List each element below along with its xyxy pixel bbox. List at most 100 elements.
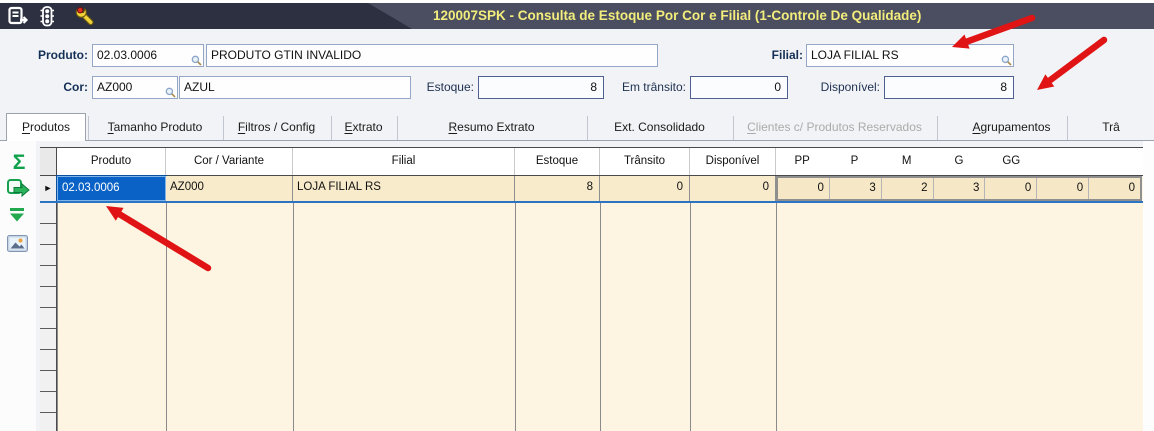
tab-filtros-config[interactable]: Filtros / Config: [223, 116, 329, 140]
filial-field[interactable]: LOJA FILIAL RS: [806, 44, 1014, 67]
column-header-tr-nsito[interactable]: Trânsito: [600, 148, 690, 175]
produto-code-field[interactable]: 02.03.0006: [92, 44, 204, 67]
row-cell-tr-nsito[interactable]: 0: [600, 176, 690, 201]
gutter-cell: [40, 350, 57, 371]
disponivel-label: Disponível:: [820, 80, 880, 94]
size-cell-m[interactable]: 2: [881, 178, 934, 199]
grid-gutter-header: [40, 148, 57, 175]
cor-lookup-icon[interactable]: [165, 87, 176, 98]
column-header-estoque[interactable]: Estoque: [515, 148, 600, 175]
size-cell-extra-6[interactable]: 0: [1089, 178, 1141, 199]
selected-row-rule: [40, 201, 1143, 203]
filial-value: LOJA FILIAL RS: [811, 48, 899, 62]
stock-grid: Produto Cor / Variante Filial Estoque Trânsi…: [40, 147, 1143, 431]
disponivel-field: 8: [884, 76, 1014, 99]
produto-name-field[interactable]: PRODUTO GTIN INVALIDO: [206, 44, 658, 67]
tab-tr-[interactable]: Trâ: [1067, 116, 1154, 140]
window-title: 120007SPK - Consulta de Estoque Por Cor …: [433, 8, 922, 23]
produto-name-value: PRODUTO GTIN INVALIDO: [211, 48, 362, 62]
column-header-cor-variante[interactable]: Cor / Variante: [166, 148, 293, 175]
column-separator: [776, 203, 777, 431]
grid-empty-area: [40, 203, 1143, 431]
gutter-cell: [40, 245, 57, 266]
filial-lookup-icon[interactable]: [1001, 55, 1012, 66]
tab-extrato[interactable]: Extrato: [331, 116, 395, 140]
cor-code-value: AZ000: [97, 80, 133, 94]
estoque-field: 8: [478, 76, 604, 99]
goto-end-icon[interactable]: [7, 207, 31, 231]
column-header-dispon-vel[interactable]: Disponível: [690, 148, 776, 175]
top-strip: [0, 0, 1154, 3]
produto-label: Produto:: [38, 48, 88, 62]
size-cell-pp[interactable]: 0: [778, 178, 830, 199]
wrench-icon[interactable]: [74, 6, 96, 26]
size-cell-g[interactable]: 3: [933, 178, 986, 199]
row-cell-cor-variante[interactable]: AZ000: [166, 176, 293, 201]
tab-strip-baseline: [0, 140, 1154, 141]
tab-strip: Produtos Tamanho Produto Filtros / Config E…: [0, 113, 1154, 141]
row-cell-produto[interactable]: 02.03.0006: [56, 175, 167, 202]
tab-ext-consolidado[interactable]: Ext. Consolidado: [587, 116, 731, 140]
form-panel: Produto: 02.03.0006 PRODUTO GTIN INVALID…: [0, 29, 1154, 113]
size-column-header-p: P: [850, 155, 859, 167]
size-cell-extra-5[interactable]: 0: [1037, 178, 1090, 199]
produto-code-value: 02.03.0006: [97, 48, 158, 62]
size-column-header-g: G: [954, 155, 964, 167]
side-toolbar: Σ: [0, 141, 36, 431]
size-column-header-pp: PP: [794, 155, 810, 167]
size-column-header-m: M: [901, 155, 912, 167]
size-column-header-blank: [1090, 148, 1142, 175]
tab-produtos[interactable]: Produtos: [6, 113, 86, 141]
tab-tamanho-produto[interactable]: Tamanho Produto: [88, 116, 221, 140]
gutter-cell: [40, 287, 57, 308]
column-header-produto[interactable]: Produto: [57, 148, 166, 175]
image-icon[interactable]: [7, 235, 31, 259]
column-header-filial[interactable]: Filial: [293, 148, 515, 175]
em-transito-value: 0: [774, 80, 781, 94]
row-cell-dispon-vel[interactable]: 0: [690, 176, 776, 201]
gutter-cell: [40, 224, 57, 245]
row-cell-estoque[interactable]: 8: [515, 176, 600, 201]
column-separator: [690, 203, 691, 431]
cor-name-value: AZUL: [184, 80, 215, 94]
cor-code-field[interactable]: AZ000: [92, 76, 178, 99]
traffic-light-icon[interactable]: [38, 6, 60, 27]
column-separator: [166, 203, 167, 431]
produto-lookup-icon[interactable]: [191, 55, 202, 66]
grid-header: Produto Cor / Variante Filial Estoque Trânsi…: [40, 147, 1143, 176]
size-column-header-blank: [1037, 148, 1089, 175]
em-transito-label: Em trânsito:: [621, 80, 686, 94]
column-separator: [515, 203, 516, 431]
tab-resumo-extrato[interactable]: Resumo Extrato: [397, 116, 585, 140]
gutter-cell: [40, 203, 57, 224]
size-cell-gg[interactable]: 0: [985, 178, 1038, 199]
tab-clientes-c-produtos-reservados: Clientes c/ Produtos Reservados: [733, 116, 935, 140]
size-column-header-gg: GG: [1002, 155, 1021, 167]
title-bar-wedge: [0, 3, 412, 29]
column-separator: [600, 203, 601, 431]
cor-label: Cor:: [63, 80, 88, 94]
right-strip: [1143, 141, 1154, 431]
estoque-label: Estoque:: [426, 80, 474, 94]
em-transito-field: 0: [690, 76, 788, 99]
column-separator: [57, 203, 58, 431]
row-cell-filial[interactable]: LOJA FILIAL RS: [293, 176, 515, 201]
column-separator: [293, 203, 294, 431]
export-icon[interactable]: [7, 179, 31, 203]
disponivel-value: 8: [1000, 80, 1007, 94]
gutter-cell: [40, 413, 57, 431]
cor-name-field[interactable]: AZUL: [179, 76, 411, 99]
size-cell-p[interactable]: 3: [829, 178, 882, 199]
sum-icon[interactable]: Σ: [12, 151, 26, 174]
title-bar: 120007SPK - Consulta de Estoque Por Cor …: [0, 3, 1154, 29]
gutter-cell: [40, 371, 57, 392]
filial-label: Filial:: [771, 48, 803, 62]
record-indicator: ►: [40, 176, 57, 201]
exit-icon[interactable]: [8, 6, 30, 26]
grid-row[interactable]: ► 02.03.0006 AZ000 LOJA FILIAL RS 8 0 0 0 3 2 3 0 0…: [40, 175, 1143, 202]
gutter-cell: [40, 329, 57, 350]
tab-agrupamentos[interactable]: Agrupamentos: [937, 116, 1085, 140]
gutter-cell: [40, 308, 57, 329]
